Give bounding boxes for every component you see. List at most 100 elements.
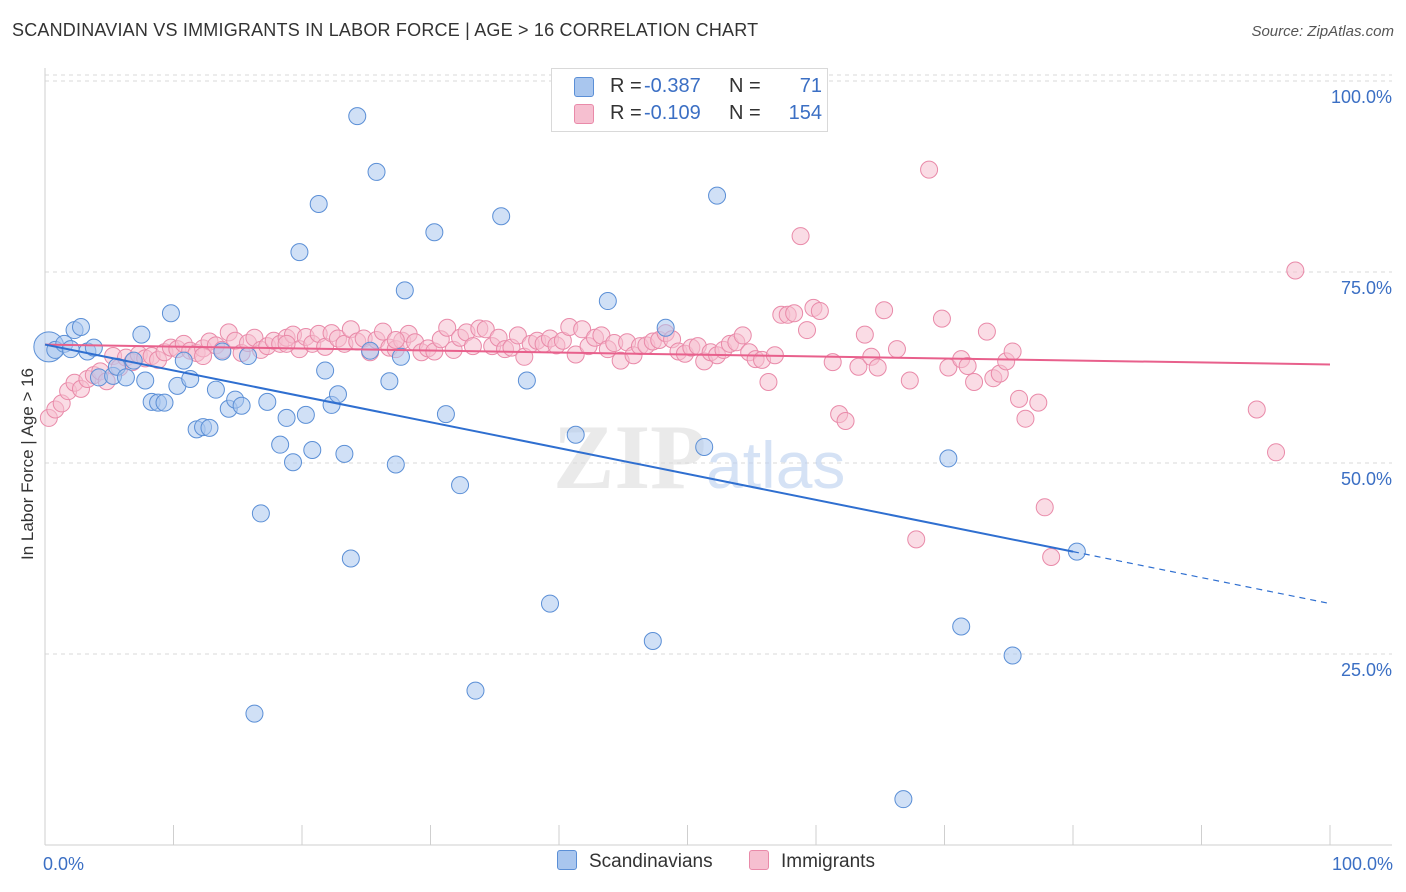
scandinavians-point (952, 617, 971, 636)
scandinavians-point (328, 385, 347, 404)
scandinavians-point (894, 790, 913, 809)
scandinavians-point (335, 444, 354, 463)
scandinavians-point (206, 380, 225, 399)
correlation-legend: R = -0.387 N = 71 R = -0.109 N = 154 (551, 68, 828, 132)
scandinavians-point (232, 396, 251, 415)
scandinavians-point (155, 393, 174, 412)
immigrants-point (920, 160, 939, 179)
watermark: ZIP atlas (553, 406, 845, 508)
scandinavians-point (656, 318, 675, 337)
scandinavians-point (367, 162, 386, 181)
immigrants-point (1003, 342, 1022, 361)
trend-lines (44, 343, 1331, 605)
legend-r-label: R = (610, 75, 642, 97)
immigrants-point (965, 373, 984, 392)
scandinavians-point (466, 681, 485, 700)
scandinavians-point (245, 704, 264, 723)
scandinavians-point (695, 437, 714, 456)
immigrants-point (573, 320, 592, 339)
immigrants-point (791, 227, 810, 246)
scandinavians-point (200, 418, 219, 437)
immigrants-point (907, 530, 926, 549)
immigrants-point (958, 356, 977, 375)
immigrants-point (875, 301, 894, 320)
scandinavians-point (380, 372, 399, 391)
scandinavians-point (939, 449, 958, 468)
scandinavians-point (348, 107, 367, 126)
series-legend-scandinavians[interactable]: Scandinavians (557, 850, 713, 873)
scandinavians-point (71, 318, 90, 337)
scandinavians-point (84, 338, 103, 357)
scandinavians-point (136, 371, 155, 390)
series-name: Immigrants (781, 851, 875, 872)
scandinavians-point (598, 292, 617, 311)
y-tick-label: 50.0% (1341, 469, 1392, 489)
watermark-zip: ZIP (553, 406, 706, 508)
immigrants-point (508, 326, 527, 345)
immigrants-point (900, 371, 919, 390)
legend-n-label: N = (729, 75, 761, 97)
legend-swatch-blue (574, 77, 594, 97)
scandinavians-point (451, 476, 470, 495)
scandinavians-point (566, 425, 585, 444)
x-tick-label-max: 100.0% (1332, 854, 1393, 874)
scandinavians-point (708, 186, 727, 205)
immigrants-point (887, 340, 906, 359)
scandinavians-point (492, 207, 511, 226)
immigrants-point (733, 326, 752, 345)
scandinavians-point (258, 392, 277, 411)
tick-labels: 25.0% 50.0% 75.0% 100.0% 0.0% 100.0% (43, 87, 1393, 874)
scandinavians-point (643, 632, 662, 651)
immigrants-point (386, 330, 405, 349)
scandinavians-point (1003, 646, 1022, 665)
immigrants-point (1029, 393, 1048, 412)
source-label: Source: ZipAtlas.com (1251, 23, 1394, 40)
y-tick-label: 25.0% (1341, 660, 1392, 680)
legend-r-label: R = (610, 102, 642, 124)
immigrants-point (932, 309, 951, 328)
immigrants-point (1267, 443, 1286, 462)
scandinavians-point (341, 549, 360, 568)
x-tick-label-min: 0.0% (43, 854, 84, 874)
immigrants-point (1247, 400, 1266, 419)
scandinavians-point (290, 243, 309, 262)
legend-swatch-pink (749, 850, 769, 870)
immigrants-point (1016, 409, 1035, 428)
scandinavians-trend-line (44, 343, 1074, 553)
immigrants-point (868, 358, 887, 377)
immigrants-point (438, 318, 457, 337)
series-legend-immigrants[interactable]: Immigrants (749, 850, 875, 873)
immigrants-point (785, 304, 804, 323)
scandinavians-trend-extension (1072, 551, 1331, 605)
immigrants-point (566, 345, 585, 364)
immigrants-point (1286, 261, 1305, 280)
legend-r-value: -0.387 (644, 75, 701, 97)
immigrants-point (373, 322, 392, 341)
scandinavians-point (391, 347, 410, 366)
immigrants-point (759, 373, 778, 392)
legend-r-value: -0.109 (644, 102, 701, 124)
y-tick-label: 100.0% (1331, 87, 1392, 107)
scandinavians-point (436, 405, 455, 424)
legend-n-value: 154 (788, 102, 822, 124)
immigrants-point (977, 322, 996, 341)
immigrants-point (1042, 547, 1061, 566)
scandinavians-point (541, 594, 560, 613)
scandinavians-point (213, 342, 232, 361)
scandinavians-point (303, 441, 322, 460)
immigrants-point (798, 321, 817, 340)
scandinavians-point (309, 195, 328, 214)
immigrants-point (1010, 389, 1029, 408)
legend-swatch-blue (557, 850, 577, 870)
scandinavians-point (251, 504, 270, 523)
scandinavians-point (395, 281, 414, 300)
scandinavians-point (296, 405, 315, 424)
scandinavians-point (386, 455, 405, 474)
scandinavians-point (277, 408, 296, 427)
immigrants-trend-line (44, 343, 1331, 366)
scandinavians-point (161, 304, 180, 323)
scandinavians-point (239, 347, 258, 366)
axes (44, 68, 1392, 846)
scandinavians-point (271, 435, 290, 454)
